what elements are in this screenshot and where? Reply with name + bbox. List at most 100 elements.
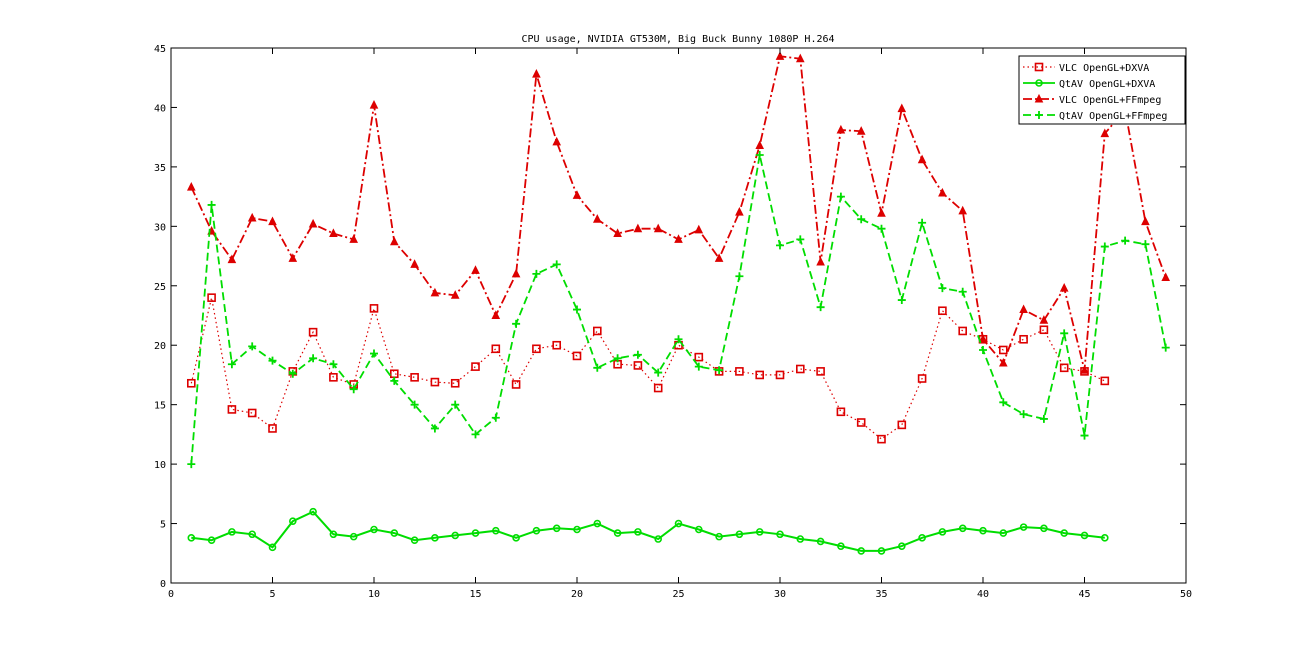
data-point bbox=[1080, 365, 1089, 374]
data-point bbox=[633, 361, 643, 370]
data-point bbox=[288, 517, 297, 525]
data-point bbox=[999, 398, 1008, 407]
data-point bbox=[207, 536, 216, 545]
data-point bbox=[836, 407, 846, 417]
data-point bbox=[958, 287, 967, 296]
data-point bbox=[450, 290, 460, 299]
data-point bbox=[978, 334, 988, 343]
data-point bbox=[268, 424, 277, 433]
legend-marker bbox=[1035, 79, 1043, 87]
legend-label: QtAV OpenGL+FFmpeg bbox=[1059, 111, 1167, 122]
data-point bbox=[268, 356, 277, 365]
x-tick-label: 45 bbox=[1078, 589, 1090, 600]
data-point bbox=[309, 354, 318, 363]
data-point bbox=[491, 310, 501, 319]
data-point bbox=[795, 364, 805, 374]
data-point bbox=[1100, 242, 1109, 251]
data-point bbox=[288, 369, 297, 378]
x-tick-label: 50 bbox=[1180, 589, 1192, 600]
data-point bbox=[856, 418, 866, 427]
data-point bbox=[1040, 524, 1048, 533]
data-point bbox=[593, 363, 602, 372]
x-tick-label: 35 bbox=[875, 589, 887, 600]
data-point bbox=[370, 525, 378, 534]
data-point bbox=[653, 223, 663, 233]
data-point bbox=[592, 326, 602, 336]
data-point bbox=[653, 383, 663, 393]
data-point bbox=[1161, 272, 1171, 281]
data-point bbox=[471, 529, 480, 537]
data-point bbox=[755, 528, 764, 536]
x-tick-label: 20 bbox=[571, 589, 583, 600]
data-point bbox=[552, 524, 561, 533]
data-point bbox=[938, 528, 947, 536]
data-point bbox=[288, 253, 298, 262]
data-point bbox=[573, 305, 581, 314]
data-point bbox=[674, 234, 683, 243]
data-point bbox=[917, 374, 927, 383]
data-point bbox=[897, 103, 907, 113]
data-point bbox=[1101, 534, 1109, 542]
data-point bbox=[938, 306, 947, 316]
data-point bbox=[491, 344, 501, 354]
data-point bbox=[836, 192, 845, 201]
data-point bbox=[857, 215, 866, 224]
data-point bbox=[410, 259, 419, 268]
data-point bbox=[938, 187, 947, 197]
data-point bbox=[552, 340, 562, 350]
data-point bbox=[511, 268, 521, 278]
data-point bbox=[979, 345, 987, 354]
data-point bbox=[532, 269, 541, 278]
data-point bbox=[897, 420, 907, 430]
data-point bbox=[227, 254, 237, 264]
data-point bbox=[329, 228, 338, 237]
x-tick-label: 0 bbox=[168, 589, 174, 600]
data-point bbox=[532, 526, 541, 535]
data-point bbox=[877, 434, 886, 444]
data-point bbox=[1039, 325, 1049, 335]
data-point bbox=[431, 534, 439, 542]
data-point bbox=[877, 208, 886, 217]
data-point bbox=[633, 223, 643, 233]
data-point bbox=[512, 319, 521, 328]
legend-marker bbox=[1034, 93, 1044, 103]
data-point bbox=[1141, 216, 1150, 226]
data-point bbox=[471, 362, 480, 371]
data-point bbox=[735, 367, 744, 376]
series-1 bbox=[187, 507, 1109, 555]
legend-label: QtAV OpenGL+DXVA bbox=[1059, 79, 1155, 90]
data-point bbox=[755, 140, 765, 149]
data-point bbox=[308, 218, 318, 228]
data-point bbox=[918, 534, 926, 542]
data-point bbox=[715, 532, 723, 541]
data-point bbox=[1019, 304, 1028, 314]
x-tick-label: 10 bbox=[368, 589, 380, 600]
x-tick-label: 40 bbox=[977, 589, 989, 600]
data-point bbox=[1060, 329, 1069, 338]
data-point bbox=[227, 405, 237, 414]
y-tick-label: 10 bbox=[154, 460, 166, 471]
data-point bbox=[430, 377, 440, 387]
data-point bbox=[450, 378, 460, 388]
data-point bbox=[958, 524, 967, 533]
x-tick-label: 15 bbox=[469, 589, 481, 600]
data-point bbox=[390, 376, 399, 385]
data-point bbox=[755, 151, 764, 159]
x-tick-label: 5 bbox=[269, 589, 275, 600]
data-point bbox=[390, 529, 399, 537]
data-point bbox=[735, 530, 744, 539]
data-point bbox=[1019, 410, 1028, 419]
data-point bbox=[1100, 128, 1110, 138]
data-point bbox=[186, 181, 196, 191]
data-point bbox=[389, 236, 399, 246]
series-line bbox=[191, 510, 1105, 552]
y-tick-label: 20 bbox=[154, 341, 166, 352]
data-point bbox=[349, 532, 358, 541]
data-point bbox=[451, 531, 460, 540]
series-0 bbox=[187, 293, 1110, 444]
data-point bbox=[471, 265, 480, 274]
legend-item: QtAV OpenGL+FFmpeg bbox=[1023, 111, 1167, 122]
data-point bbox=[430, 287, 440, 297]
data-point bbox=[572, 190, 582, 199]
